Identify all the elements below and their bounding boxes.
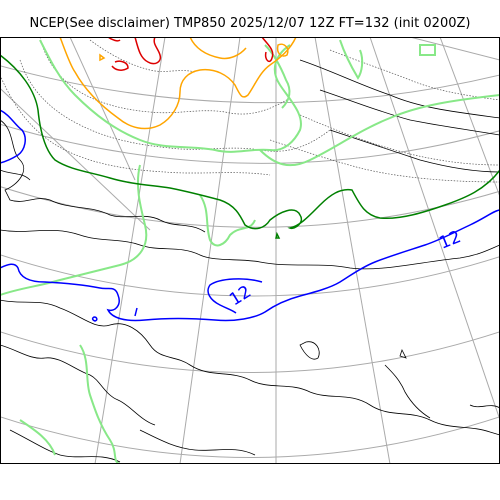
longitude-lines [0,37,500,464]
map-title: NCEP(See disclaimer) TMP850 2025/12/07 1… [29,16,471,31]
isotherm-dark-green [0,54,500,239]
contour-label-12-center: 12 [226,282,255,310]
weather-map: 12 12 [0,37,500,464]
map-frame [0,37,500,464]
isotherm-red [107,37,274,71]
dotted-contours [0,37,500,183]
coastlines [0,59,500,463]
isotherm-blue [0,109,500,322]
isotherm-orange [59,37,297,130]
contour-label-12-right: 12 [436,227,464,254]
isotherm-light-green [0,39,500,464]
latitude-lines [0,65,500,458]
